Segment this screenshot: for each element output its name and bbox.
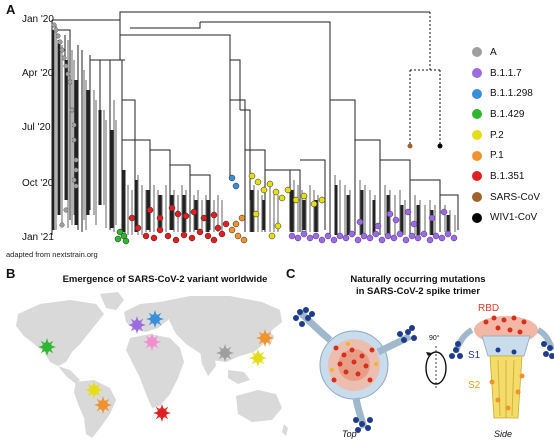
legend-item: B.1.1.7 xyxy=(472,63,540,84)
legend-label: B.1.351 xyxy=(490,170,525,182)
tick-oct-20: Oct '20 xyxy=(22,178,54,189)
variant-markers xyxy=(38,310,274,422)
world-map xyxy=(16,292,288,438)
wiv1-cov-tip xyxy=(437,143,443,149)
panel-c-title-line2: in SARS-CoV-2 spike trimer xyxy=(355,286,481,297)
outgroup-branches xyxy=(409,12,441,145)
legend-label: SARS-CoV xyxy=(490,191,541,203)
b117-dots xyxy=(288,208,458,244)
legend-label: P.2 xyxy=(490,129,504,141)
legend-swatch xyxy=(472,47,482,58)
marker-p1 xyxy=(94,396,112,414)
tick-apr-20: Apr '20 xyxy=(22,68,54,79)
rotation-arrow-icon xyxy=(425,346,447,390)
legend-label: B.1.429 xyxy=(490,108,525,120)
legend-item: SARS-CoV xyxy=(472,187,540,208)
b1429-dots xyxy=(114,228,130,245)
p2-dots xyxy=(248,172,326,240)
legend-label: B.1.1.298 xyxy=(490,88,533,100)
marker-pink xyxy=(143,333,161,351)
p1-dots xyxy=(228,214,248,244)
legend-swatch xyxy=(472,68,482,79)
marker-east-orange xyxy=(256,329,274,347)
legend-swatch xyxy=(472,130,482,141)
tree-dense-branches xyxy=(55,25,456,235)
legend-item: B.1.429 xyxy=(472,104,540,125)
legend-swatch xyxy=(472,150,482,161)
continents xyxy=(16,292,288,438)
legend-item: P.2 xyxy=(472,125,540,146)
b11298-dots xyxy=(228,174,240,190)
spike-trimer-structures xyxy=(293,307,554,433)
legend-label: B.1.1.7 xyxy=(490,67,522,79)
panel-b-letter: B xyxy=(6,266,16,281)
marker-b11298 xyxy=(146,310,164,328)
legend-item: A xyxy=(472,42,540,63)
legend-swatch xyxy=(472,171,482,182)
marker-a xyxy=(216,344,234,362)
tick-jan-20: Jan '20 xyxy=(22,14,54,25)
panel-c-letter: C xyxy=(286,266,296,281)
rotation-label: 90° xyxy=(429,335,440,342)
legend-label: A xyxy=(490,46,497,58)
legend-label: WIV1-CoV xyxy=(490,212,538,224)
marker-east-yellow xyxy=(249,349,267,367)
panel-b-title: Emergence of SARS-CoV-2 variant worldwid… xyxy=(62,274,268,285)
legend-swatch xyxy=(472,88,482,99)
spike-side-view xyxy=(449,315,554,419)
tick-jan-21: Jan '21 xyxy=(22,232,54,243)
panel-c-title-line1: Naturally occurring mutations xyxy=(350,274,486,285)
sars-cov-tip xyxy=(407,143,413,149)
side-view-label: Side xyxy=(494,429,513,439)
legend-item: B.1.351 xyxy=(472,166,540,187)
b1351-dots xyxy=(128,204,230,244)
variant-legend: A B.1.1.7 B.1.1.298 B.1.429 P.2 P.1 B.1.… xyxy=(472,42,540,228)
s1-label: S1 xyxy=(468,350,481,361)
legend-item: WIV1-CoV xyxy=(472,208,540,229)
legend-item: P.1 xyxy=(472,145,540,166)
clade-a-dots xyxy=(51,22,79,228)
panel-a-letter: A xyxy=(6,2,16,17)
marker-b117 xyxy=(128,316,146,334)
tree-dense-bars xyxy=(51,30,450,235)
tick-jul-20: Jul '20 xyxy=(22,122,51,133)
phylogenetic-tree xyxy=(51,11,459,245)
marker-p2 xyxy=(85,381,103,399)
legend-label: P.1 xyxy=(490,150,504,162)
s2-label: S2 xyxy=(468,380,481,391)
rbd-label: RBD xyxy=(478,303,500,314)
legend-swatch xyxy=(472,192,482,203)
spike-top-view xyxy=(293,307,417,433)
legend-swatch xyxy=(472,212,482,223)
marker-b1351 xyxy=(153,404,171,422)
source-caption: adapted from nextstrain.org xyxy=(6,250,98,259)
top-view-label: Top xyxy=(342,429,357,439)
marker-b1429 xyxy=(38,338,56,356)
legend-item: B.1.1.298 xyxy=(472,83,540,104)
legend-swatch xyxy=(472,109,482,120)
